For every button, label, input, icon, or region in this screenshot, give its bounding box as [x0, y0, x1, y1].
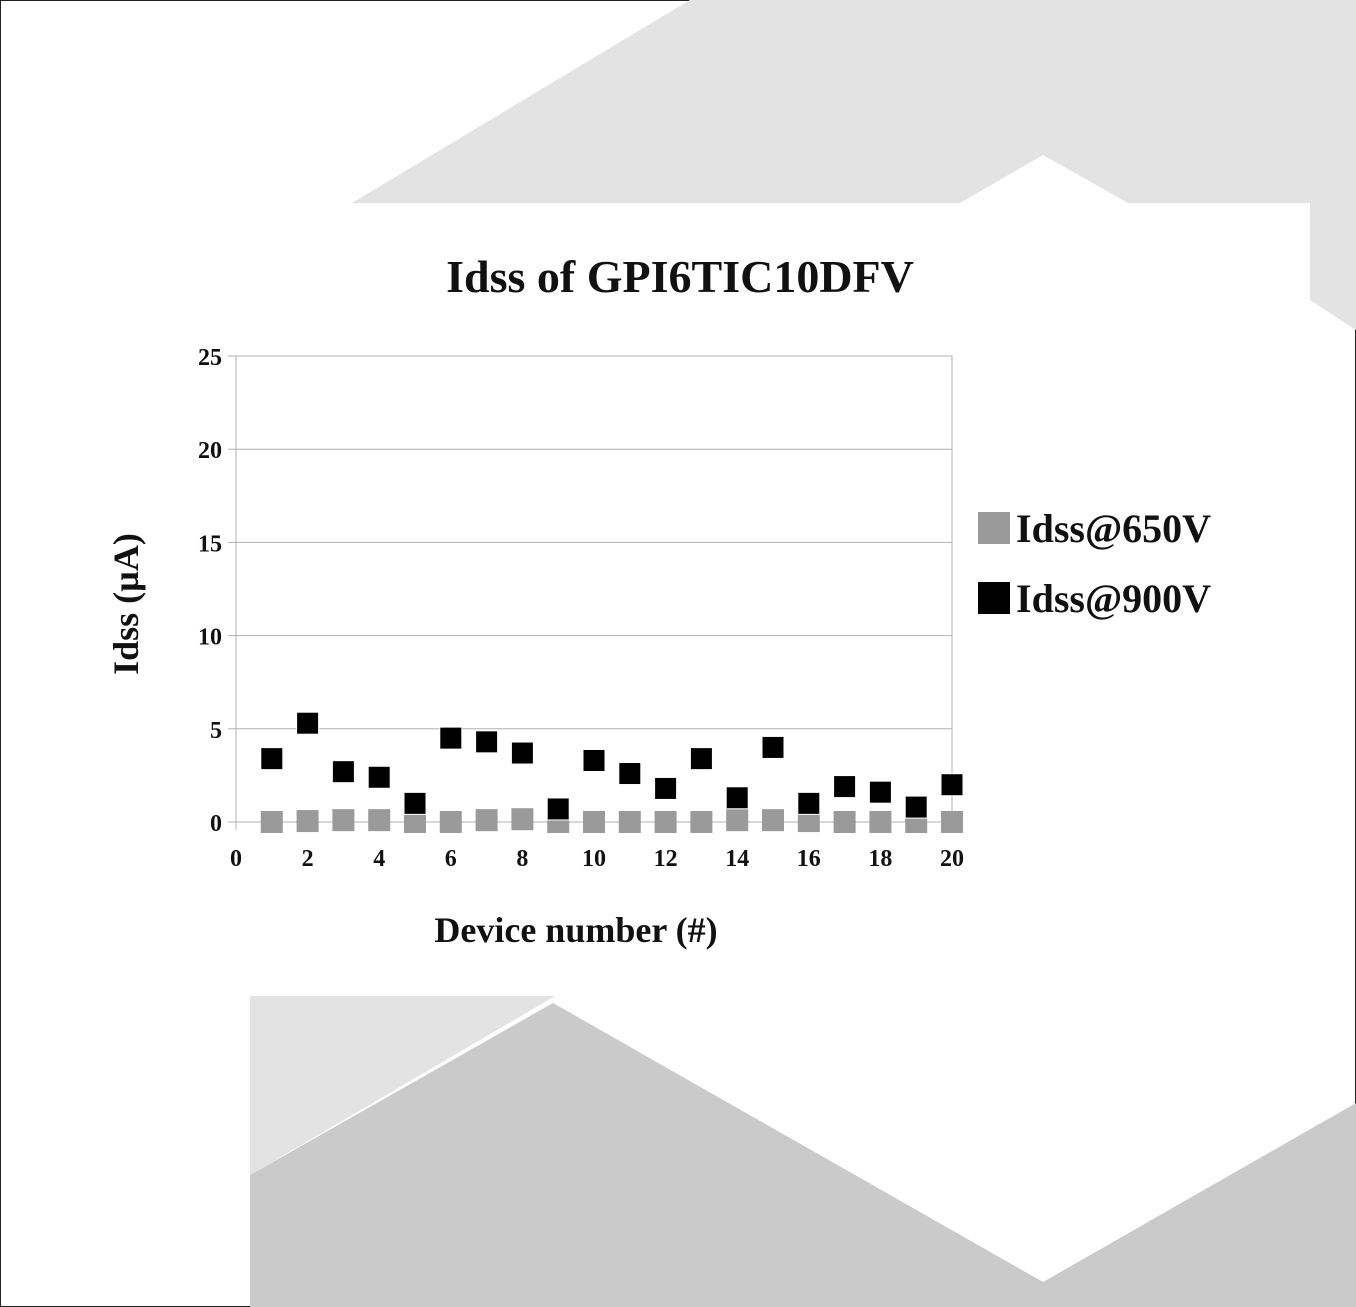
point-idss-900v-11: [618, 762, 642, 786]
legend-label-idss-900v: Idss@900V: [1016, 576, 1211, 621]
point-idss-900v-13: [689, 747, 713, 771]
point-idss-650v-12: [654, 811, 677, 833]
point-idss-900v-18: [868, 780, 892, 804]
point-idss-650v-16: [797, 810, 820, 833]
x-tick-label-12: 12: [654, 846, 678, 872]
point-idss-650v-4: [368, 809, 391, 832]
y-tick-label-0: 0: [210, 811, 222, 837]
y-tick-label-15: 15: [198, 531, 222, 557]
point-idss-650v-8: [511, 808, 534, 831]
point-idss-900v-14: [725, 786, 749, 810]
point-idss-650v-6: [439, 811, 462, 833]
x-tick-label-8: 8: [516, 846, 528, 872]
point-idss-900v-8: [510, 741, 534, 765]
x-tick-label-16: 16: [797, 846, 821, 872]
point-idss-900v-3: [331, 760, 355, 784]
point-idss-650v-18: [869, 811, 892, 833]
x-axis-ticks: 0 2 4 6 8 10 12 14 16 18 20: [230, 822, 964, 872]
x-tick-label-14: 14: [725, 846, 749, 872]
y-tick-label-25: 25: [198, 345, 222, 371]
point-idss-650v-15: [762, 809, 784, 832]
point-idss-900v-2: [296, 711, 320, 735]
x-tick-label-10: 10: [582, 846, 606, 872]
point-idss-900v-20: [940, 773, 964, 797]
bg-shape-bottom: [250, 1003, 1356, 1307]
legend-label-idss-650v: Idss@650V: [1016, 506, 1211, 551]
point-idss-900v-15: [761, 735, 785, 759]
y-axis-ticks: 0 5 10 15 20 25: [198, 345, 236, 837]
legend-swatch-idss-900v: [978, 582, 1010, 614]
point-idss-650v-14: [726, 809, 749, 832]
point-idss-900v-17: [833, 775, 857, 799]
point-idss-650v-13: [690, 811, 713, 833]
point-idss-650v-10: [583, 811, 605, 833]
point-idss-650v-7: [475, 809, 498, 832]
bg-shape-bottom-left: [250, 996, 555, 1175]
x-tick-label-0: 0: [230, 846, 242, 872]
point-idss-650v-1: [260, 811, 283, 833]
point-idss-900v-16: [797, 791, 821, 815]
y-tick-label-5: 5: [210, 718, 222, 744]
y-axis-title: Idss (µA): [106, 533, 146, 675]
point-idss-900v-6: [439, 726, 463, 750]
point-idss-900v-4: [367, 765, 391, 789]
chart-title: Idss of GPI6TIC10DFV: [446, 251, 914, 302]
legend: Idss@650V Idss@900V: [978, 506, 1211, 621]
x-tick-label-20: 20: [940, 846, 964, 872]
legend-swatch-idss-650v: [978, 512, 1010, 544]
x-axis-title: Device number (#): [434, 910, 717, 950]
point-idss-650v-2: [296, 810, 319, 833]
point-idss-900v-10: [582, 748, 606, 772]
point-idss-900v-5: [403, 791, 427, 815]
point-idss-650v-20: [941, 811, 963, 833]
point-idss-650v-11: [618, 811, 641, 833]
data-points: [260, 711, 964, 833]
point-idss-650v-17: [833, 811, 856, 833]
bg-shape-top: [352, 0, 1356, 330]
point-idss-900v-12: [654, 776, 678, 800]
point-idss-900v-1: [260, 747, 284, 771]
x-tick-label-18: 18: [868, 846, 892, 872]
point-idss-900v-7: [475, 730, 499, 754]
x-tick-label-6: 6: [445, 846, 457, 872]
point-idss-650v-3: [332, 809, 355, 832]
point-idss-650v-5: [404, 811, 426, 833]
x-tick-label-4: 4: [373, 846, 385, 872]
x-tick-label-2: 2: [302, 846, 314, 872]
y-tick-label-20: 20: [198, 438, 222, 464]
point-idss-900v-19: [904, 795, 928, 819]
y-tick-label-10: 10: [198, 625, 222, 651]
point-idss-900v-9: [546, 797, 570, 821]
